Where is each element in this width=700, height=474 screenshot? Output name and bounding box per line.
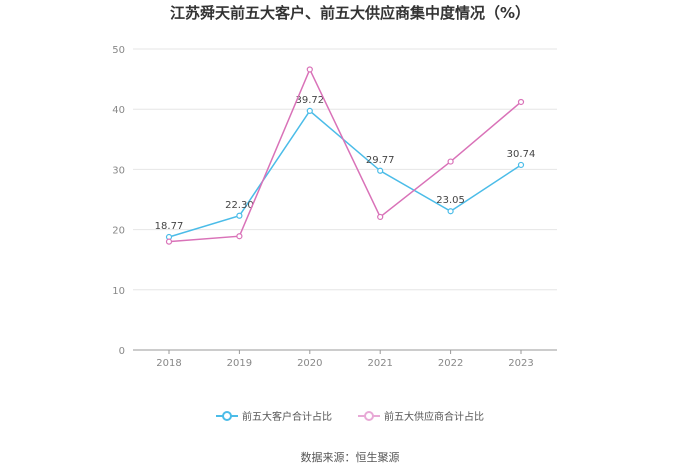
x-tick-label-2020: 2020 bbox=[297, 358, 322, 369]
x-tick-label-2023: 2023 bbox=[508, 358, 533, 369]
x-tick-label-2019: 2019 bbox=[227, 358, 252, 369]
legend-label-suppliers: 前五大供应商合计占比 bbox=[384, 412, 484, 423]
series-1-point-2020 bbox=[306, 66, 313, 73]
y-tick-label-50: 50 bbox=[112, 45, 125, 56]
data-label-2023: 30.74 bbox=[507, 149, 536, 160]
series-line-0 bbox=[168, 109, 522, 238]
data-label-2019: 22.30 bbox=[225, 200, 254, 211]
legend-item-suppliers[interactable]: 前五大供应商合计占比 bbox=[358, 408, 484, 423]
x-tick-label-2022: 2022 bbox=[438, 358, 463, 369]
legend-swatch-suppliers bbox=[358, 410, 380, 421]
y-tick-label-10: 10 bbox=[112, 286, 125, 297]
series-1-point-2022 bbox=[447, 158, 454, 165]
y-tick-label-40: 40 bbox=[112, 105, 125, 116]
y-tick-label-20: 20 bbox=[112, 226, 125, 237]
series-1-point-2021 bbox=[377, 213, 384, 221]
series-0-point-2023 bbox=[517, 161, 525, 169]
series-0-point-2020 bbox=[306, 107, 313, 114]
chart-title: 江苏舜天前五大客户、前五大供应商集中度情况（%） bbox=[169, 4, 531, 22]
legend-label-customers: 前五大客户合计占比 bbox=[242, 412, 332, 423]
data-label-2018: 18.77 bbox=[155, 221, 184, 232]
series-0-point-2022 bbox=[447, 208, 454, 215]
x-tick-label-2018: 2018 bbox=[156, 358, 181, 369]
x-tick-label-2021: 2021 bbox=[367, 358, 392, 369]
series-0-point-2021 bbox=[377, 167, 384, 174]
series-1-point-2019 bbox=[236, 233, 243, 240]
data-label-2021: 29.77 bbox=[366, 155, 395, 166]
series-1-point-2018 bbox=[165, 238, 173, 245]
series-line-1 bbox=[168, 67, 522, 243]
series-1-point-2023 bbox=[517, 98, 525, 106]
data-label-2022: 23.05 bbox=[436, 195, 465, 206]
legend-item-customers[interactable]: 前五大客户合计占比 bbox=[216, 408, 332, 423]
chart-legend: 前五大客户合计占比 前五大供应商合计占比 bbox=[0, 408, 700, 423]
data-source-note: 数据来源：恒生聚源 bbox=[300, 451, 400, 464]
legend-swatch-customers bbox=[216, 410, 238, 421]
series-0-point-2019 bbox=[236, 212, 243, 219]
y-tick-label-30: 30 bbox=[112, 165, 125, 176]
data-label-2020: 39.72 bbox=[295, 95, 324, 106]
y-tick-label-0: 0 bbox=[119, 346, 125, 357]
